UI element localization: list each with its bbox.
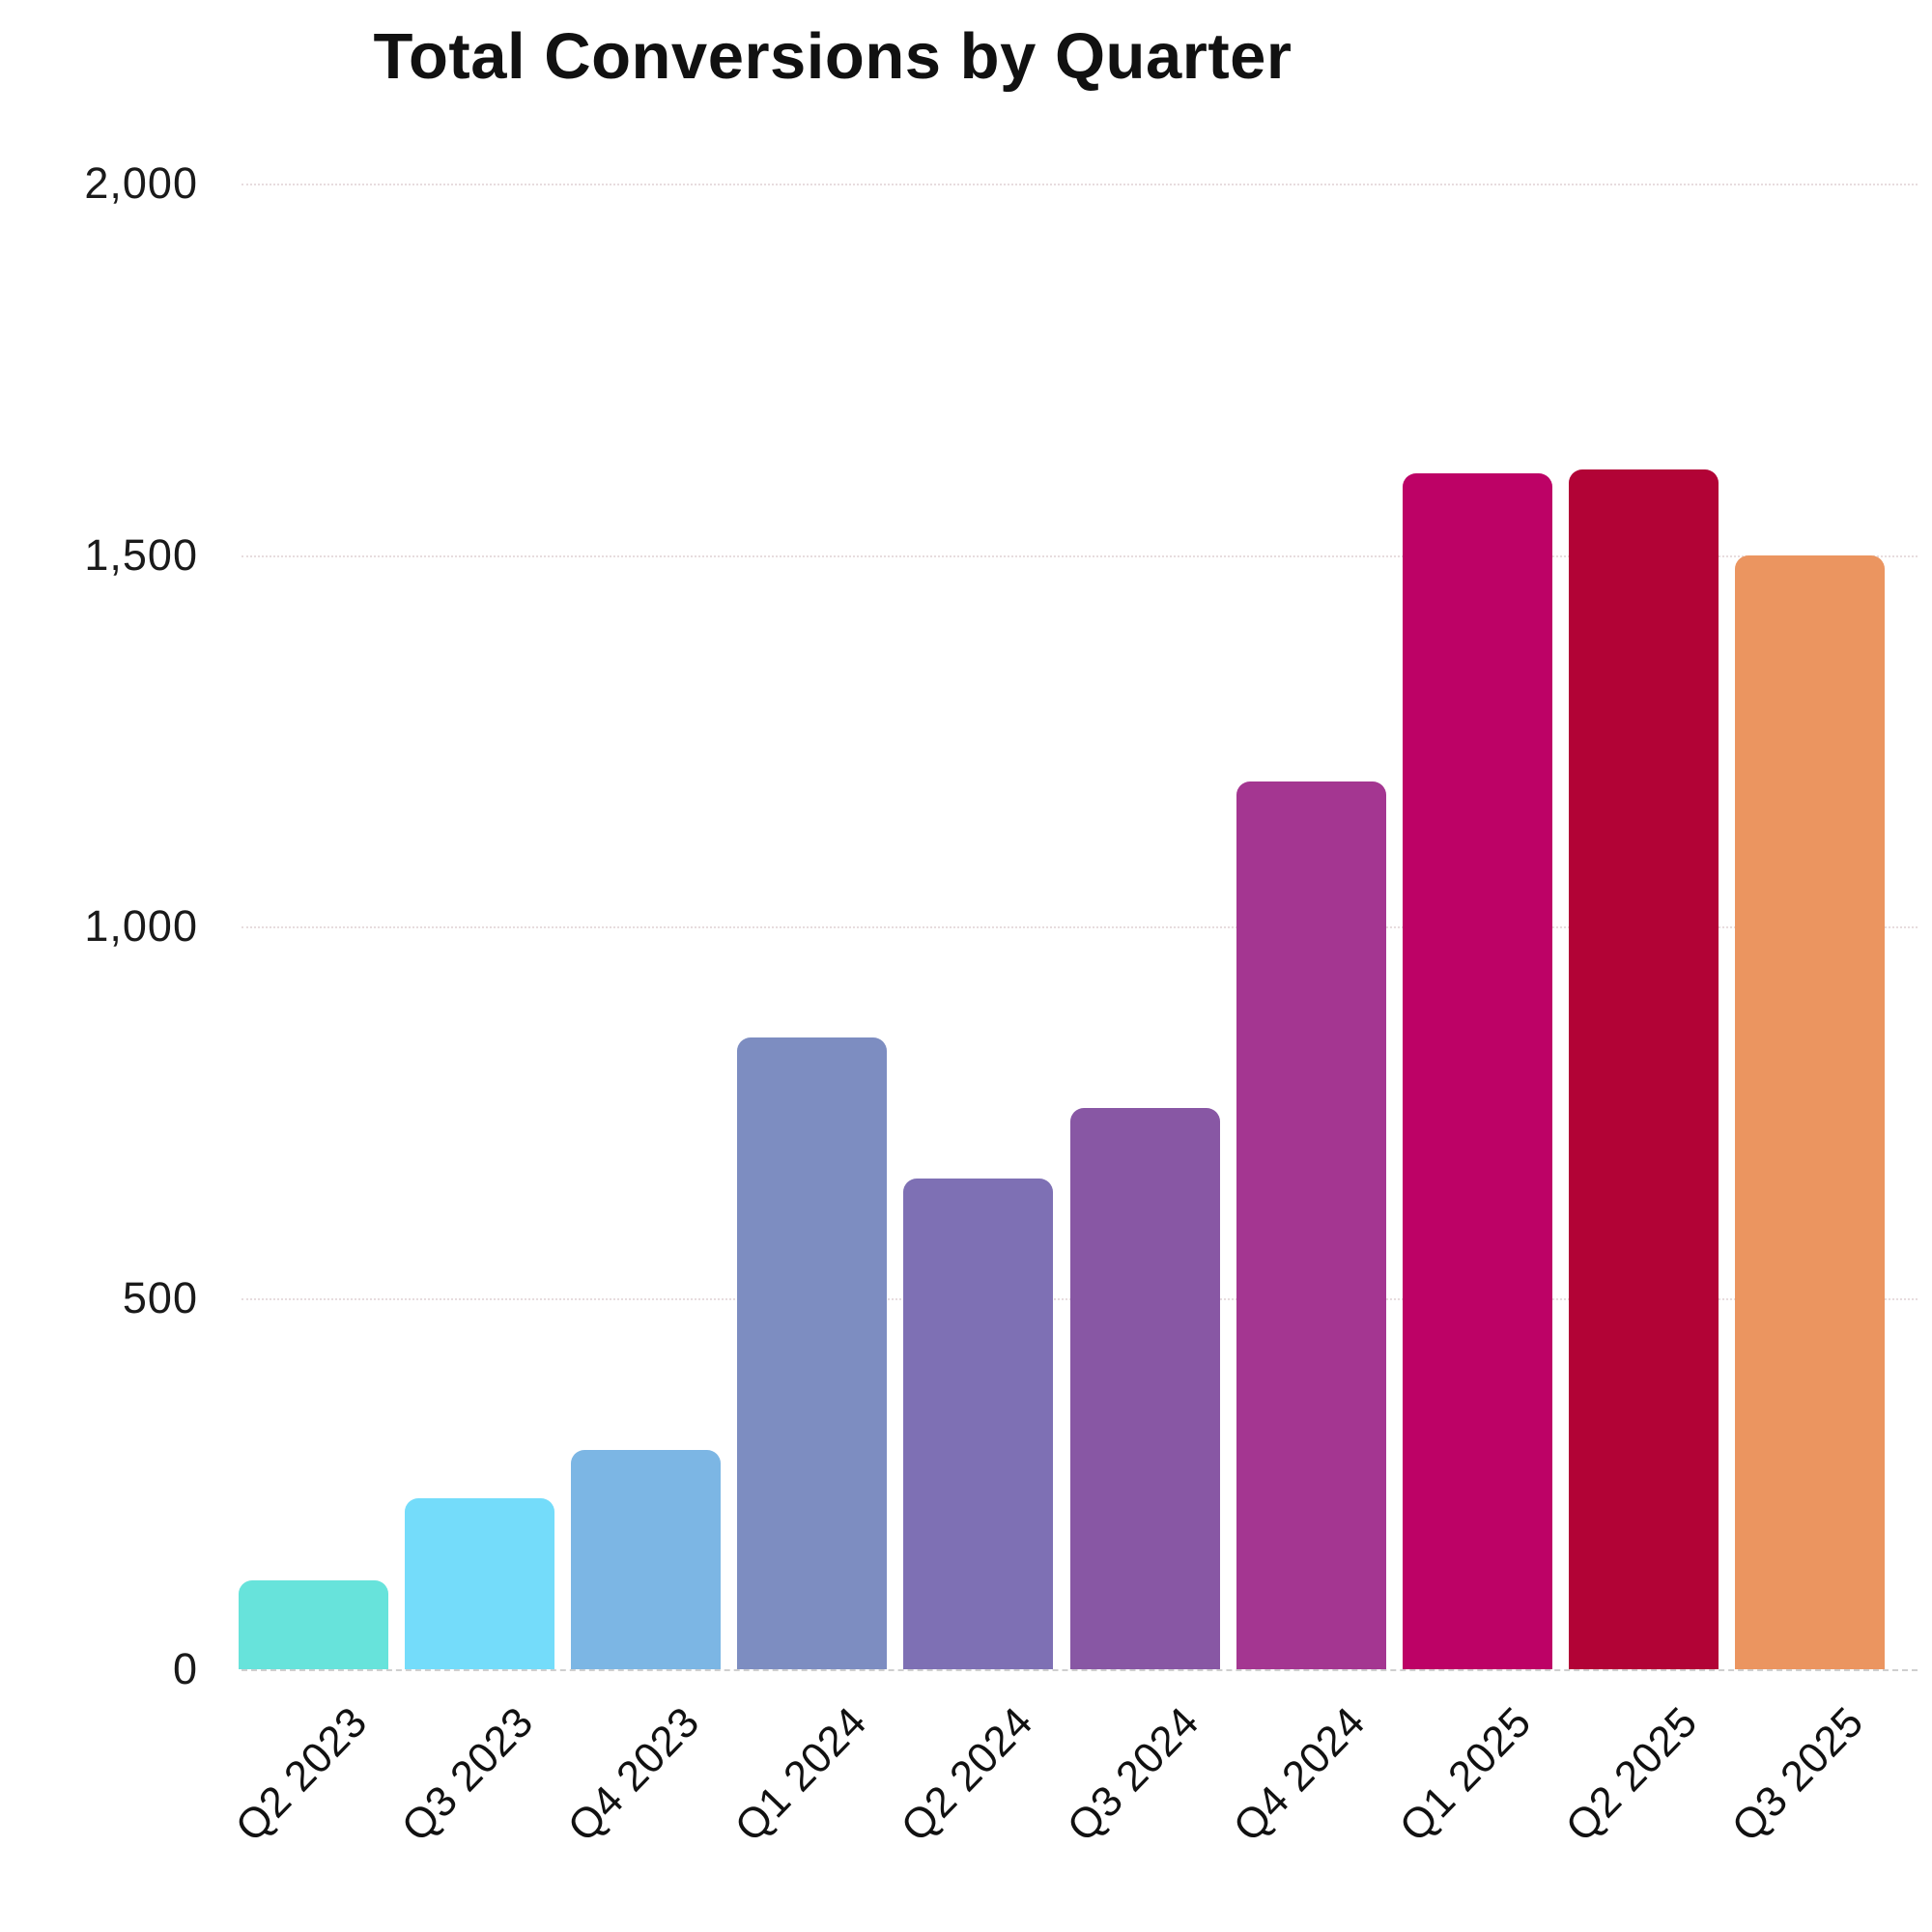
x-tick-label-q3-2023: Q3 2023 xyxy=(392,1698,543,1851)
bar-q3-2023 xyxy=(405,1498,555,1669)
y-tick-label-1000: 1,000 xyxy=(84,901,198,951)
bar-q3-2025 xyxy=(1734,554,1885,1669)
bar-q2-2024 xyxy=(903,1179,1054,1669)
bar-q4-2024 xyxy=(1236,781,1386,1669)
y-tick-label-500: 500 xyxy=(122,1272,198,1322)
x-tick-label-q1-2025: Q1 2025 xyxy=(1390,1698,1541,1851)
y-tick-label-2000: 2,000 xyxy=(84,158,198,208)
bar-q2-2023 xyxy=(239,1579,388,1669)
x-tick-label-q4-2023: Q4 2023 xyxy=(559,1698,709,1851)
x-tick-label-q2-2025: Q2 2025 xyxy=(1556,1698,1707,1851)
x-axis-baseline xyxy=(242,1669,1918,1671)
gridline-1000 xyxy=(242,926,1918,928)
x-tick-label-q3-2025: Q3 2025 xyxy=(1722,1698,1873,1851)
bar-q1-2025 xyxy=(1402,472,1552,1669)
x-tick-label-q1-2024: Q1 2024 xyxy=(725,1698,876,1851)
bar-q1-2024 xyxy=(737,1037,888,1669)
gridline-2000 xyxy=(242,184,1918,185)
gridline-1500 xyxy=(242,554,1918,557)
x-tick-label-q3-2024: Q3 2024 xyxy=(1058,1698,1208,1851)
y-tick-label-1500: 1,500 xyxy=(84,529,198,580)
bar-q2-2025 xyxy=(1568,469,1719,1669)
chart-title: Total Conversions by Quarter xyxy=(373,20,1293,93)
x-tick-label-q2-2023: Q2 2023 xyxy=(226,1698,377,1851)
x-tick-label-q2-2024: Q2 2024 xyxy=(892,1698,1042,1851)
bar-q4-2023 xyxy=(571,1450,722,1669)
y-tick-label-0: 0 xyxy=(172,1644,198,1693)
x-tick-label-q4-2024: Q4 2024 xyxy=(1224,1698,1375,1851)
bar-q3-2024 xyxy=(1069,1108,1220,1669)
